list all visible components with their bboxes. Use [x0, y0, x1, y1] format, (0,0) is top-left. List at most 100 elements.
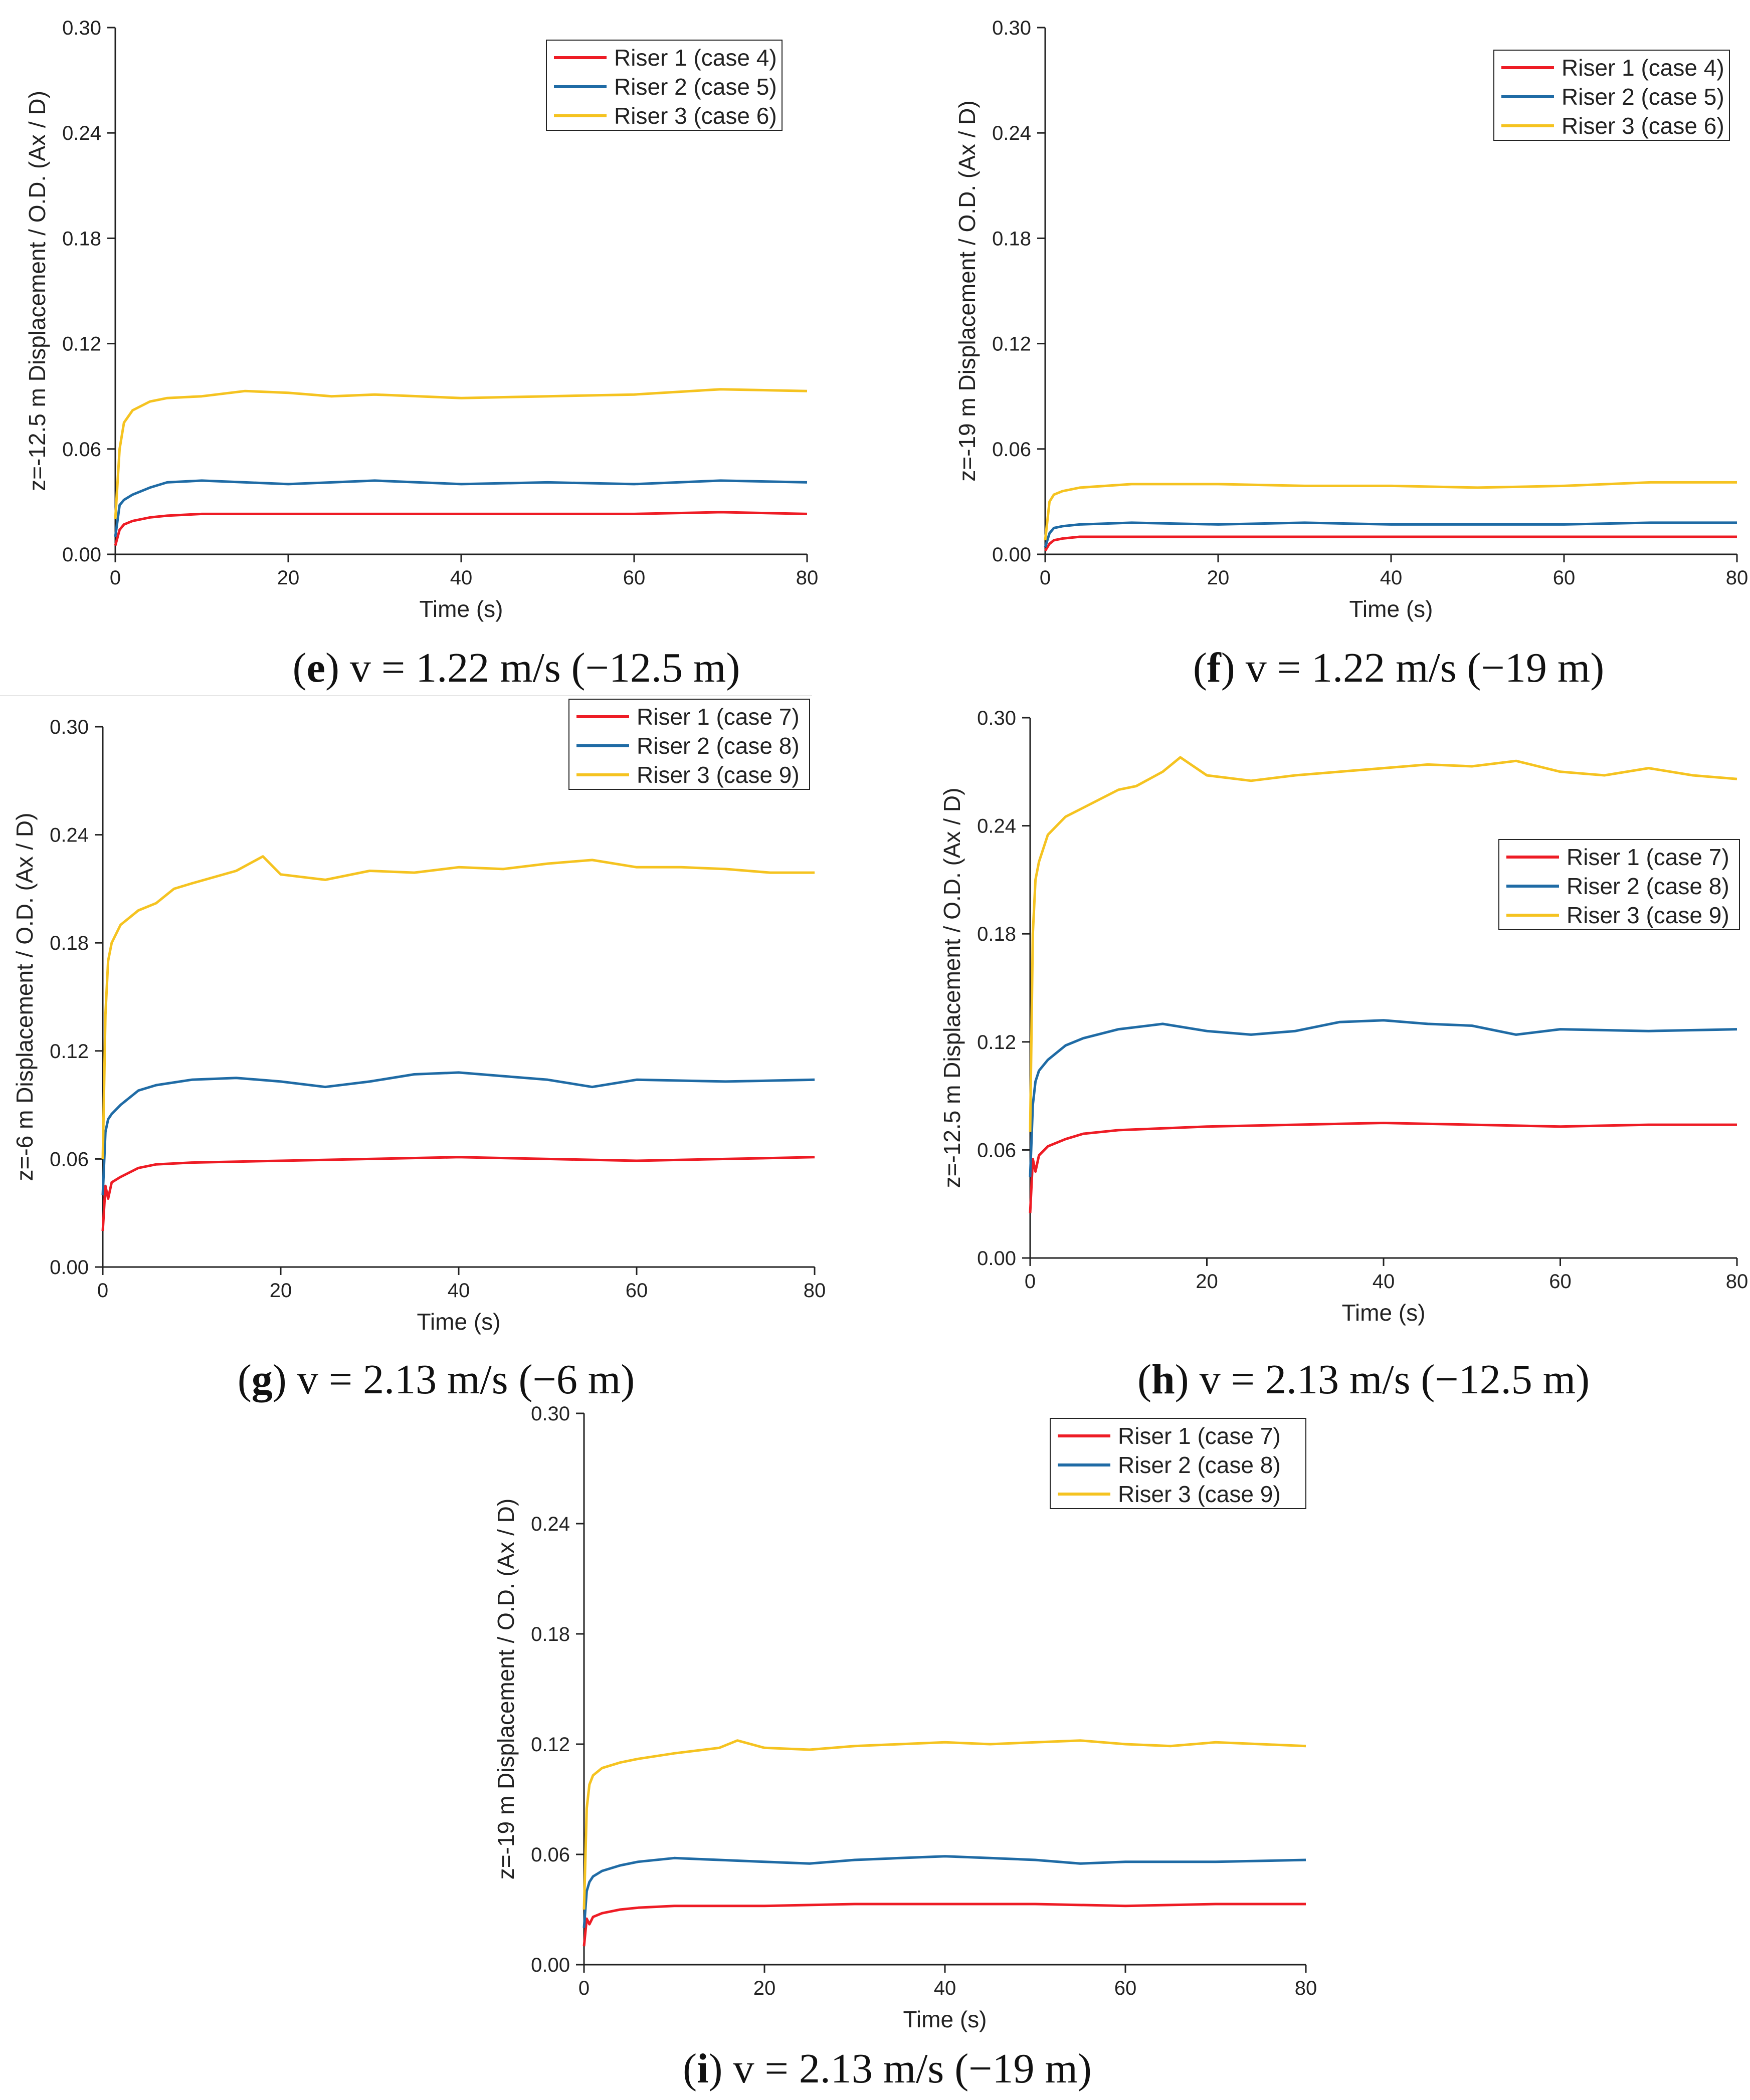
x-tick-label-g: 80 [804, 1280, 826, 1302]
x-tick-label-h: 80 [1726, 1271, 1748, 1293]
x-axis-label-g: Time (s) [417, 1309, 501, 1335]
x-axis-label-i: Time (s) [903, 2006, 987, 2032]
series-line-i-riser2 [582, 1855, 1306, 1928]
x-tick-label-f: 80 [1726, 567, 1748, 589]
y-tick-label-h: 0.06 [977, 1139, 1016, 1161]
series-line-e-riser1 [114, 511, 808, 546]
series-line-e-riser3 [114, 388, 808, 520]
y-tick-label-f: 0.30 [992, 17, 1031, 39]
x-axis-label-e: Time (s) [420, 596, 503, 622]
y-axis-label-f: z=-19 m Displacement / O.D. (Ax / D) [954, 100, 980, 481]
chart-panel-e: 0.00 0.06 0.12 0.18 0.24 0.30 0 20 40 60 80 Time (s… [24, 17, 818, 691]
legend-label-h-riser1: Riser 1 (case 7) [1567, 844, 1729, 870]
series-line-g-riser3 [101, 855, 815, 1159]
caption-g: (g) v = 2.13 m/s (−6 m) [238, 1356, 635, 1403]
caption-letter-h: h [1151, 1356, 1175, 1403]
legend-f: Riser 1 (case 4) Riser 2 (case 5) Riser 3 … [1493, 50, 1730, 141]
x-tick-label-i: 80 [1295, 1977, 1317, 1999]
x-tick-label-e: 0 [110, 567, 121, 589]
x-tick-label-f: 60 [1553, 567, 1576, 589]
y-tick-label-e: 0.18 [62, 228, 101, 250]
y-tick-label-i: 0.18 [531, 1623, 570, 1645]
legend-i: Riser 1 (case 7) Riser 2 (case 8) Riser 3 … [1050, 1418, 1306, 1509]
y-tick-label-h: 0.12 [977, 1031, 1016, 1054]
caption-h: (h) v = 2.13 m/s (−12.5 m) [1137, 1356, 1590, 1403]
series-line-f-riser1 [1044, 535, 1737, 552]
legend-label-e-riser3: Riser 3 (case 6) [614, 103, 777, 129]
y-tick-label-h: 0.18 [977, 923, 1016, 945]
legend-label-f-riser3: Riser 3 (case 6) [1562, 113, 1724, 139]
x-tick-label-h: 40 [1373, 1271, 1395, 1293]
series-line-f-riser2 [1044, 521, 1737, 548]
caption-text-i: v = 2.13 m/s (−19 m) [722, 2045, 1091, 2092]
y-tick-label-h: 0.00 [977, 1247, 1016, 1270]
series-line-i-riser1 [582, 1903, 1306, 1947]
series-line-e-riser2 [114, 479, 808, 537]
legend-label-i-riser3: Riser 3 (case 9) [1118, 1481, 1281, 1507]
y-axis-label-h: z=-12.5 m Displacement / O.D. (Ax / D) [939, 788, 965, 1188]
caption-text-h: v = 2.13 m/s (−12.5 m) [1189, 1356, 1590, 1403]
chart-panel-g: 0.00 0.06 0.12 0.18 0.24 0.30 0 20 40 60 80 Time (s… [12, 699, 826, 1403]
y-tick-label-h: 0.24 [977, 815, 1016, 837]
y-tick-label-f: 0.00 [992, 544, 1031, 566]
caption-f: (f) v = 1.22 m/s (−19 m) [1193, 645, 1604, 691]
legend-label-f-riser2: Riser 2 (case 5) [1562, 84, 1724, 110]
y-tick-label-f: 0.12 [992, 333, 1031, 355]
x-tick-label-e: 80 [796, 567, 819, 589]
legend-label-g-riser1: Riser 1 (case 7) [637, 704, 800, 730]
caption-letter-g: g [252, 1356, 273, 1403]
legend-label-e-riser1: Riser 1 (case 4) [614, 45, 777, 71]
y-tick-label-i: 0.06 [531, 1844, 570, 1866]
legend-label-h-riser2: Riser 2 (case 8) [1567, 873, 1729, 899]
y-axis-label-g: z=-6 m Displacement / O.D. (Ax / D) [12, 813, 38, 1181]
chart-panel-h: 0.00 0.06 0.12 0.18 0.24 0.30 0 20 40 60 80 Time (s… [939, 707, 1748, 1403]
x-tick-label-g: 20 [270, 1280, 292, 1302]
x-tick-label-h: 60 [1549, 1271, 1572, 1293]
y-tick-label-e: 0.12 [62, 333, 101, 355]
caption-letter-f: f [1207, 645, 1222, 691]
caption-text-g: v = 2.13 m/s (−6 m) [287, 1356, 635, 1403]
y-tick-label-h: 0.30 [977, 707, 1016, 729]
caption-e: (e) v = 1.22 m/s (−12.5 m) [293, 645, 740, 691]
y-tick-label-g: 0.12 [50, 1040, 89, 1063]
x-tick-label-g: 0 [97, 1280, 108, 1302]
y-tick-label-i: 0.30 [531, 1403, 570, 1425]
caption-text-e: v = 1.22 m/s (−12.5 m) [339, 645, 740, 691]
x-tick-label-h: 0 [1025, 1271, 1036, 1293]
caption-i: (i) v = 2.13 m/s (−19 m) [683, 2045, 1092, 2092]
y-tick-label-f: 0.18 [992, 228, 1031, 250]
series-line-h-riser2 [1029, 1019, 1737, 1177]
legend-e: Riser 1 (case 4) Riser 2 (case 5) Riser 3 … [546, 40, 783, 131]
x-tick-label-f: 20 [1207, 567, 1230, 589]
y-tick-label-e: 0.06 [62, 439, 101, 461]
y-tick-label-g: 0.30 [50, 716, 89, 738]
y-tick-label-i: 0.24 [531, 1513, 570, 1535]
legend-h: Riser 1 (case 7) Riser 2 (case 8) Riser 3 … [1498, 839, 1740, 930]
x-axis-label-f: Time (s) [1349, 596, 1433, 622]
y-tick-label-i: 0.00 [531, 1954, 570, 1976]
legend-label-i-riser1: Riser 1 (case 7) [1118, 1423, 1281, 1449]
x-axis-label-h: Time (s) [1342, 1300, 1426, 1326]
x-tick-label-i: 0 [578, 1977, 590, 1999]
y-tick-label-f: 0.06 [992, 439, 1031, 461]
x-tick-label-g: 40 [448, 1280, 470, 1302]
series-line-f-riser3 [1044, 481, 1737, 541]
y-tick-label-g: 0.18 [50, 932, 89, 954]
x-tick-label-h: 20 [1196, 1271, 1218, 1293]
y-tick-label-g: 0.00 [50, 1256, 89, 1279]
legend-label-f-riser1: Riser 1 (case 4) [1562, 55, 1724, 81]
legend-label-g-riser2: Riser 2 (case 8) [637, 733, 800, 759]
series-line-i-riser3 [582, 1739, 1306, 1910]
x-tick-label-f: 0 [1040, 567, 1051, 589]
x-tick-label-f: 40 [1380, 567, 1403, 589]
x-tick-label-e: 20 [277, 567, 300, 589]
legend-label-i-riser2: Riser 2 (case 8) [1118, 1452, 1281, 1478]
y-tick-label-e: 0.00 [62, 544, 101, 566]
x-tick-label-g: 60 [626, 1280, 648, 1302]
x-tick-label-i: 20 [753, 1977, 776, 1999]
x-tick-label-e: 40 [450, 567, 473, 589]
x-tick-label-i: 40 [934, 1977, 956, 1999]
chart-panel-f: 0.00 0.06 0.12 0.18 0.24 0.30 0 20 40 60 80 Time (s… [954, 17, 1748, 691]
x-tick-label-i: 60 [1114, 1977, 1137, 1999]
